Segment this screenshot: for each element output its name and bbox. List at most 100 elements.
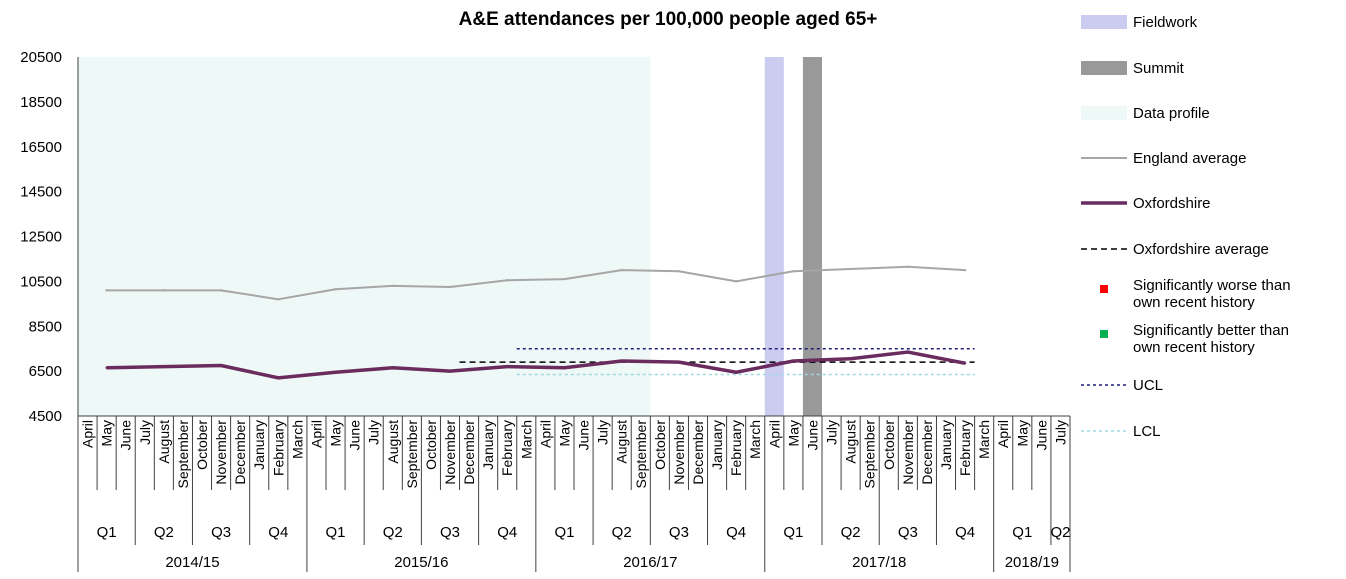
month-label: February <box>499 420 515 476</box>
data-point <box>792 359 795 363</box>
data-point <box>849 267 852 271</box>
region-summit <box>802 57 822 416</box>
data-point <box>677 270 681 273</box>
month-label: May <box>328 420 344 446</box>
month-label: April <box>80 420 96 448</box>
y-tick-label: 14500 <box>20 184 62 201</box>
quarter-label: Q3 <box>669 524 689 541</box>
month-label: September <box>862 420 878 489</box>
month-label: November <box>900 420 916 485</box>
chart-title: A&E attendances per 100,000 people aged … <box>459 9 878 30</box>
month-label: August <box>385 420 401 464</box>
legend-swatch <box>1100 330 1108 338</box>
data-point <box>334 288 337 291</box>
month-label: October <box>194 420 210 470</box>
year-label: 2015/16 <box>394 554 448 571</box>
month-label: April <box>308 420 324 448</box>
month-label: October <box>423 420 439 470</box>
month-label: May <box>99 420 115 446</box>
month-label: December <box>919 420 935 485</box>
month-label: April <box>537 420 553 448</box>
data-point <box>620 268 623 272</box>
legend-label: Significantly better than own recent hist… <box>1133 322 1289 356</box>
legend: Fieldwork Summit Data profile England avera… <box>1081 14 1291 440</box>
quarter-label: Q3 <box>898 524 918 541</box>
legend-label: Oxfordshire average <box>1133 241 1269 258</box>
legend-label: Fieldwork <box>1133 14 1198 31</box>
quarter-label: Q1 <box>554 524 574 541</box>
data-point <box>563 366 566 369</box>
data-point <box>277 376 280 380</box>
month-label: May <box>556 420 572 446</box>
quarter-label: Q1 <box>1012 524 1032 541</box>
month-label: November <box>442 420 458 485</box>
data-point <box>963 268 967 272</box>
month-label: October <box>652 420 668 470</box>
data-point <box>391 366 394 369</box>
data-point <box>792 270 795 273</box>
data-point <box>105 289 108 292</box>
quarter-label: Q2 <box>154 524 174 541</box>
year-label: 2017/18 <box>852 554 906 571</box>
month-label: July <box>366 420 382 445</box>
quarter-label: Q2 <box>841 524 861 541</box>
y-tick-label: 12500 <box>20 229 62 246</box>
data-point <box>448 369 452 373</box>
legend-label: UCL <box>1133 377 1163 394</box>
y-tick-label: 10500 <box>20 273 62 290</box>
quarter-label: Q2 <box>612 524 632 541</box>
month-label: January <box>251 420 267 470</box>
data-point <box>219 364 223 367</box>
month-label: June <box>347 420 363 451</box>
month-label: August <box>843 420 859 464</box>
month-label: February <box>270 420 286 476</box>
month-label: July <box>137 420 153 445</box>
legend-label: England average <box>1133 150 1246 167</box>
quarter-label: Q1 <box>326 524 346 541</box>
legend-swatch <box>1100 285 1108 293</box>
month-label: June <box>804 420 820 451</box>
data-point <box>162 365 166 368</box>
quarter-label: Q2 <box>1050 524 1070 541</box>
series-lines <box>105 265 967 380</box>
data-point <box>506 365 509 368</box>
month-label: October <box>881 420 897 470</box>
data-point <box>734 371 738 374</box>
y-tick-label: 8500 <box>29 318 62 335</box>
month-label: April <box>766 420 782 448</box>
month-label: May <box>785 420 801 446</box>
quarter-label: Q3 <box>211 524 231 541</box>
month-label: September <box>175 420 191 489</box>
region-data-profile <box>78 57 651 416</box>
legend-label: LCL <box>1133 423 1161 440</box>
data-point <box>448 285 452 289</box>
legend-swatch <box>1081 106 1127 120</box>
month-label: July <box>824 420 840 445</box>
data-point <box>849 357 852 360</box>
month-label: April <box>995 420 1011 448</box>
legend-label: Data profile <box>1133 105 1210 122</box>
y-tick-label: 4500 <box>29 408 62 425</box>
legend-label: Summit <box>1133 60 1185 77</box>
y-tick-label: 6500 <box>29 363 62 380</box>
data-point <box>563 277 566 281</box>
year-label: 2014/15 <box>165 554 219 571</box>
month-label: July <box>1052 420 1068 445</box>
legend-label: Significantly worse than own recent histo… <box>1133 277 1291 311</box>
data-point <box>620 359 623 363</box>
data-point <box>734 280 738 283</box>
y-tick-label: 18500 <box>20 94 62 111</box>
month-label: September <box>633 420 649 489</box>
year-label: 2018/19 <box>1005 554 1059 571</box>
month-label: August <box>614 420 630 464</box>
month-label: December <box>690 420 706 485</box>
data-point <box>162 289 166 292</box>
quarter-label: Q3 <box>440 524 460 541</box>
month-label: June <box>118 420 134 451</box>
month-label: December <box>232 420 248 485</box>
month-label: March <box>289 420 305 459</box>
month-label: March <box>976 420 992 459</box>
month-label: January <box>709 420 725 470</box>
reference-lines <box>459 347 975 376</box>
